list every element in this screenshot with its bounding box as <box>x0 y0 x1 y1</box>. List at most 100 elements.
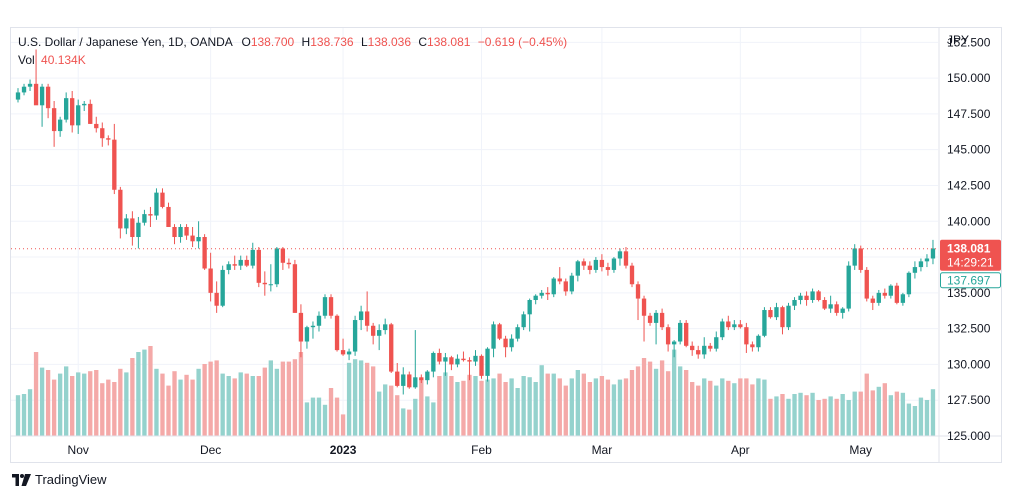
candle <box>840 307 845 319</box>
volume-bar <box>214 360 219 436</box>
candle <box>774 302 779 321</box>
volume-bar <box>599 376 605 436</box>
candle-body <box>653 312 659 323</box>
candle <box>804 291 809 306</box>
volume-bar <box>912 406 918 436</box>
volume-bar <box>15 395 21 436</box>
price-axis[interactable]: 152.500 150.000 147.500 145.000 142.500 140.0… <box>947 35 991 443</box>
candle-body <box>882 292 887 296</box>
candle-body <box>232 264 237 266</box>
candle <box>702 337 707 359</box>
candle <box>286 258 292 269</box>
volume-bar <box>906 403 912 436</box>
time-tick-label: Feb <box>471 443 492 457</box>
candle-body <box>383 324 388 331</box>
candle <box>563 278 568 296</box>
volume-bar <box>497 373 502 436</box>
candle-body <box>262 282 267 285</box>
candle <box>437 348 442 365</box>
symbol-title[interactable]: U.S. Dollar / Japanese Yen, 1D, OANDA <box>18 35 233 49</box>
time-tick-label: Apr <box>731 443 750 457</box>
candle <box>738 320 743 329</box>
candle <box>515 324 520 342</box>
price-chart[interactable]: JPY 152.500150.000147.500145.000142.5001… <box>11 28 1001 462</box>
candle <box>274 247 280 288</box>
candle-body <box>816 291 821 300</box>
candle <box>659 308 665 331</box>
candle-body <box>918 261 924 268</box>
candle <box>310 321 316 339</box>
candle-body <box>33 83 39 106</box>
volume-bar <box>431 402 436 436</box>
currency-label: JPY <box>947 33 969 47</box>
candle-body <box>238 259 243 266</box>
candle-body <box>304 327 310 342</box>
candle-body <box>244 259 249 266</box>
volume-bar <box>503 382 508 436</box>
candle-body <box>846 265 851 309</box>
volume-bar <box>635 366 641 436</box>
time-axis[interactable]: Nov Dec 2023 Feb Mar Apr May <box>68 443 873 457</box>
candle-body <box>611 258 617 270</box>
candle <box>714 331 719 352</box>
time-tick-label: Dec <box>200 443 221 457</box>
candle-body <box>449 357 454 365</box>
candle-body <box>840 308 845 313</box>
volume-bar <box>304 402 310 436</box>
candle-body <box>900 294 906 303</box>
candle-body <box>858 248 863 270</box>
candle <box>370 322 376 345</box>
volume-label[interactable]: Vol <box>18 53 35 67</box>
candle <box>21 83 27 96</box>
candle <box>581 258 587 270</box>
candle-body <box>118 189 123 229</box>
candle-body <box>431 352 436 372</box>
volume-bar <box>286 361 292 436</box>
time-tick-label: Mar <box>592 443 613 457</box>
candle <box>575 259 580 282</box>
candle <box>599 254 605 272</box>
open-label: O <box>241 35 251 49</box>
volume-bar <box>629 370 635 436</box>
volume-bar <box>696 385 701 436</box>
candle-body <box>780 307 785 328</box>
candle-body <box>358 311 364 321</box>
candle <box>443 352 448 376</box>
volume-bar <box>352 359 358 436</box>
volume-bar <box>762 379 767 436</box>
candle <box>70 90 75 133</box>
volume-bar <box>401 408 406 436</box>
last-price-badge <box>940 239 1001 271</box>
candle <box>726 315 731 331</box>
candle-body <box>774 307 779 318</box>
candle-body <box>395 371 400 386</box>
volume-bar <box>804 395 809 436</box>
candle-body <box>623 251 629 266</box>
candle <box>262 271 267 296</box>
volume-bar <box>280 361 286 436</box>
candle <box>118 186 123 239</box>
candle-body <box>190 235 195 242</box>
candle <box>768 307 773 319</box>
candle <box>389 322 394 374</box>
volume-bar <box>671 349 677 436</box>
volume-bar <box>846 400 851 436</box>
candle <box>401 367 406 395</box>
volume-bar <box>340 414 346 436</box>
candle <box>690 341 695 356</box>
candle <box>419 374 424 384</box>
volume-bar <box>605 379 611 436</box>
candle <box>834 301 839 316</box>
candle <box>238 255 243 270</box>
volume-bar <box>364 362 370 436</box>
candle-body <box>364 311 370 326</box>
volume-bar <box>244 373 249 436</box>
candle-body <box>94 123 99 129</box>
candle-body <box>154 192 159 216</box>
volume-bar <box>521 376 526 436</box>
volume-bar <box>870 390 875 436</box>
candle-body <box>665 327 671 345</box>
tradingview-branding[interactable]: TradingView <box>12 472 107 487</box>
candle-body <box>491 324 496 349</box>
last-price-countdown: 14:29:21 <box>947 256 994 270</box>
